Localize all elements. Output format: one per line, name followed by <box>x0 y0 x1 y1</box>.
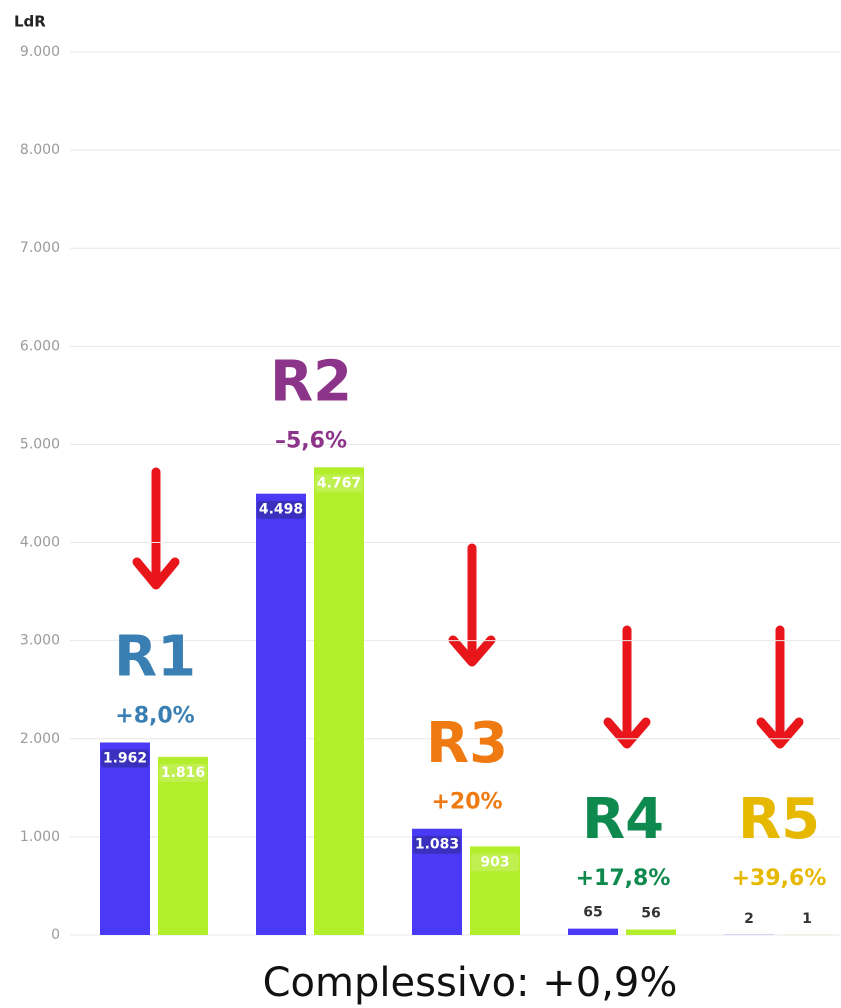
value-label-bg <box>413 835 461 854</box>
category-label: R2 <box>270 349 352 414</box>
y-tick-label: 4.000 <box>20 535 60 551</box>
change-label: +39,6% <box>732 866 827 891</box>
y-tick-label: 0 <box>51 927 60 943</box>
category-label: R5 <box>738 787 820 852</box>
value-label-bg <box>101 749 149 768</box>
value-label: 56 <box>641 906 660 922</box>
y-axis-label: LdR <box>14 13 46 31</box>
change-label: –5,6% <box>275 428 347 453</box>
change-label: +20% <box>431 790 502 815</box>
value-label-bg <box>159 763 207 782</box>
arrow <box>132 467 180 590</box>
y-tick-label: 6.000 <box>20 338 60 354</box>
category-label: R3 <box>426 711 508 776</box>
category-label: R1 <box>114 625 196 690</box>
bar <box>158 756 208 935</box>
category-label: R4 <box>582 787 664 852</box>
value-label-bg <box>257 500 305 519</box>
value-label: 1 <box>802 911 812 927</box>
y-tick-label: 8.000 <box>20 142 60 158</box>
value-label: 4.767 <box>317 475 361 491</box>
bar <box>568 928 618 935</box>
bar <box>256 493 306 935</box>
arrow <box>448 543 496 667</box>
value-label: 2 <box>744 911 754 927</box>
change-label: +17,8% <box>576 866 671 891</box>
arrows <box>132 467 804 749</box>
bar <box>100 742 150 935</box>
arrow <box>756 625 804 749</box>
value-label: 65 <box>583 905 602 921</box>
value-label-bg <box>315 474 363 493</box>
y-tick-label: 9.000 <box>20 44 60 60</box>
value-label-bg <box>471 853 519 872</box>
bar <box>314 467 364 935</box>
y-tick-label: 3.000 <box>20 633 60 649</box>
y-tick-label: 5.000 <box>20 436 60 452</box>
value-label: 1.816 <box>161 765 205 781</box>
value-label: 903 <box>480 854 509 870</box>
y-tick-label: 2.000 <box>20 731 60 747</box>
value-label: 1.083 <box>415 837 459 853</box>
footer: Complessivo: +0,9% <box>263 960 678 1006</box>
bar <box>626 929 676 935</box>
arrow <box>603 625 651 749</box>
value-label: 4.498 <box>259 502 303 518</box>
value-label: 1.962 <box>103 751 147 767</box>
change-label: +8,0% <box>115 704 194 729</box>
y-tick-label: 1.000 <box>20 829 60 845</box>
y-tick-label: 7.000 <box>20 240 60 256</box>
